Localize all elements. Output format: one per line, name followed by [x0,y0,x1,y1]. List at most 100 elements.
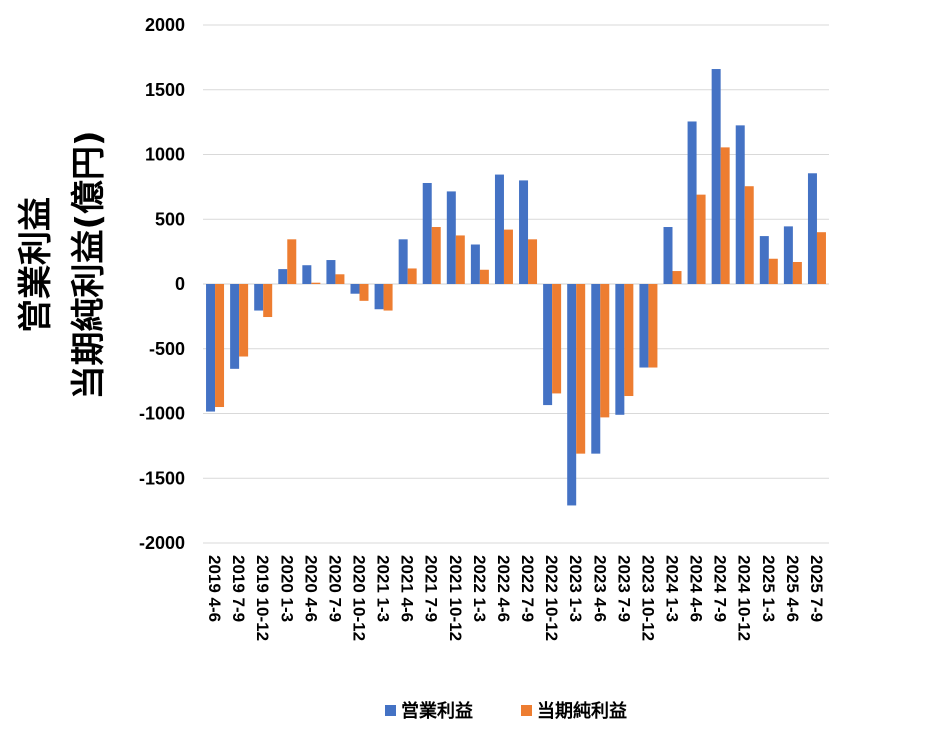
x-tick-label: 2023 1-3 [566,555,585,622]
bar-operating-profit [326,260,336,284]
bar-operating-profit [350,284,360,294]
bar-net-profit [431,227,441,284]
y-tick-label: 1000 [145,145,185,165]
bar-operating-profit [470,244,480,284]
bar-net-profit [816,232,826,284]
bar-net-profit [407,268,417,284]
bar-operating-profit [711,69,721,284]
bar-net-profit [648,284,658,368]
x-tick-label: 2024 10-12 [735,555,754,641]
x-tick-label: 2020 7-9 [325,555,344,622]
legend-swatch [385,705,396,716]
y-tick-labels: 2000 1500 1000 500 0 -500 -1000 -1500 -2000 [139,15,185,553]
bar-net-profit [528,239,538,284]
bar-operating-profit [422,182,432,284]
bar-net-profit [239,284,249,357]
y-tick-label: -1000 [139,404,185,424]
bar-operating-profit [735,125,745,284]
legend-swatch [521,705,532,716]
x-tick-label: 2024 1-3 [663,555,682,622]
bar-net-profit [455,235,465,284]
y-axis-label-line-1: 営業利益 [16,197,56,333]
x-tick-label: 2021 1-3 [374,555,393,622]
bars [206,69,826,506]
x-tick-label: 2022 10-12 [542,555,561,641]
bar-net-profit [744,186,754,284]
x-tick-label: 2019 7-9 [229,555,248,622]
bar-net-profit [768,258,778,284]
x-tick-label: 2023 7-9 [614,555,633,622]
bar-operating-profit [278,269,288,284]
x-tick-label: 2023 10-12 [638,555,657,641]
x-tick-label: 2022 1-3 [470,555,489,622]
bar-net-profit [696,194,706,284]
x-tick-labels: 2019 4-6 2019 7-9 2019 10-12 2020 1-3 2020 4… [205,555,826,641]
bar-net-profit [792,261,802,284]
bar-net-profit [552,284,562,394]
bar-net-profit [672,271,682,284]
bar-operating-profit [398,239,408,284]
bar-net-profit [287,239,297,284]
x-tick-label: 2021 10-12 [446,555,465,641]
x-tick-label: 2020 10-12 [350,555,369,641]
bar-operating-profit [543,284,553,406]
x-tick-label: 2024 7-9 [711,555,730,622]
bar-operating-profit [783,226,793,284]
bar-operating-profit [494,174,504,284]
bar-operating-profit [374,284,384,310]
bar-net-profit [624,284,634,397]
legend-label: 営業利益 [401,700,473,722]
x-tick-label: 2023 4-6 [590,555,609,622]
x-tick-label: 2020 4-6 [301,555,320,622]
bar-net-profit [479,269,489,284]
bar-operating-profit [446,191,456,284]
y-tick-label: -2000 [139,533,185,553]
bar-operating-profit [230,284,240,369]
bar-operating-profit [663,227,673,284]
bar-operating-profit [206,284,216,412]
bar-operating-profit [687,121,697,284]
bar-net-profit [720,147,730,284]
x-tick-label: 2021 7-9 [422,555,441,622]
bar-net-profit [311,282,321,284]
bar-operating-profit [639,284,649,368]
y-axis-label: 営業利益 当期純利益(億円) [16,130,109,399]
y-tick-label: 1500 [145,80,185,100]
bar-operating-profit [807,173,817,284]
bar-operating-profit [759,236,769,284]
y-tick-label: 500 [155,209,185,229]
x-tick-label: 2022 4-6 [494,555,513,622]
bar-net-profit [600,284,610,418]
bar-operating-profit [519,180,529,284]
x-tick-label: 2020 1-3 [277,555,296,622]
x-tick-label: 2025 7-9 [807,555,826,622]
bar-operating-profit [254,284,264,311]
gridlines [203,24,829,544]
x-tick-label: 2019 4-6 [205,555,224,622]
legend-label: 当期純利益 [537,700,627,722]
y-tick-label: 0 [175,274,185,294]
legend: 営業利益 当期純利益 [385,700,627,722]
bar-operating-profit [567,284,577,506]
x-tick-label: 2025 1-3 [759,555,778,622]
y-tick-label: -1500 [139,468,185,488]
y-axis-label-line-2: 当期純利益(億円) [69,130,109,399]
bar-operating-profit [591,284,601,454]
x-tick-label: 2022 7-9 [518,555,537,622]
bar-net-profit [335,274,345,284]
bar-net-profit [383,284,393,311]
bar-net-profit [503,229,513,284]
bar-net-profit [215,284,225,408]
x-tick-label: 2025 4-6 [783,555,802,622]
bar-net-profit [359,284,369,301]
bar-net-profit [263,284,273,318]
x-tick-label: 2019 10-12 [253,555,272,641]
bar-operating-profit [615,284,625,415]
y-tick-label: -500 [149,339,185,359]
x-tick-label: 2021 4-6 [398,555,417,622]
bar-operating-profit [302,265,312,284]
x-tick-label: 2024 4-6 [687,555,706,622]
y-tick-label: 2000 [145,15,185,35]
bar-net-profit [576,284,586,454]
